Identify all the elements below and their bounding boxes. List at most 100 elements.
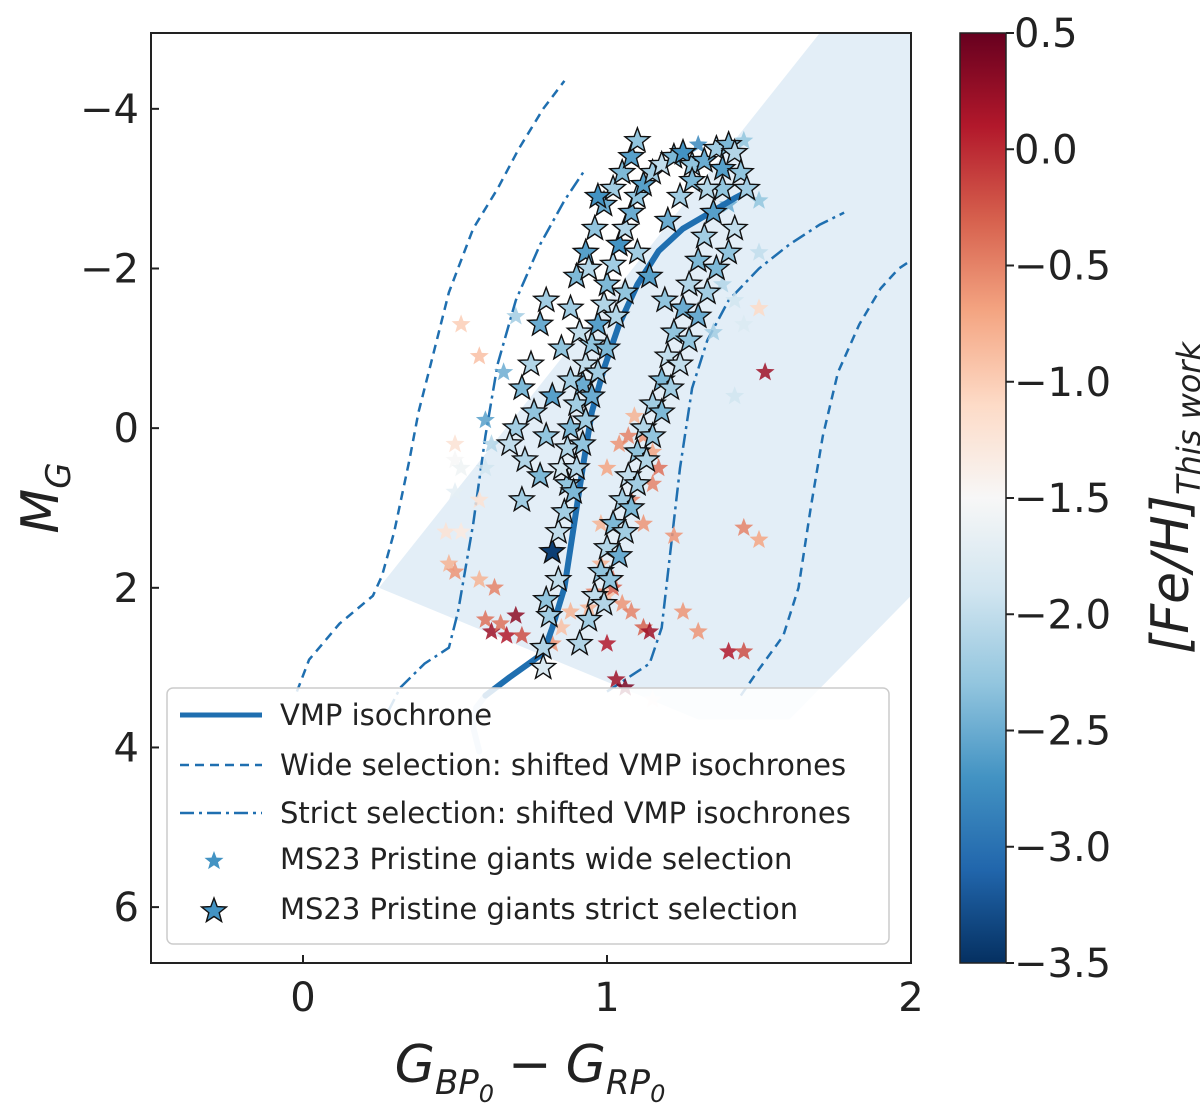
strict-star-62 [525, 460, 555, 489]
plot-area: 0 1 2 −4 −2 0 2 4 6 VMP isochrone Wide selectio… [11, 32, 924, 1107]
wide-star-23 [551, 617, 571, 636]
colorbar-tick-label-0: 0.5 [1014, 11, 1078, 57]
strict-star-99 [617, 492, 646, 521]
strict-star-60 [495, 429, 525, 457]
wide-star-39 [618, 426, 638, 445]
strict-star-96 [638, 421, 667, 449]
strict-star-88 [714, 237, 743, 265]
strict-star-65 [537, 381, 567, 409]
wide-star-36 [591, 513, 611, 532]
wide-star-70 [469, 490, 489, 509]
strict-star-33 [720, 137, 749, 165]
wide-star-14 [469, 569, 489, 588]
strict-star-87 [720, 213, 749, 241]
strict-star-67 [556, 293, 585, 321]
strict-star-22 [617, 197, 646, 225]
y-tick-label-4: 4 [114, 725, 139, 771]
colorbar-label: [Fe/H] [1141, 495, 1200, 654]
wide-star-18 [491, 613, 511, 632]
strict-star-100 [611, 516, 640, 545]
selection-region [379, 33, 911, 720]
strict-star-75 [623, 125, 652, 153]
wide-star-53 [734, 641, 754, 660]
strict-star-17 [589, 289, 619, 317]
strict-star-41 [653, 341, 683, 369]
strict-star-24 [629, 169, 658, 197]
strict-star-4 [544, 564, 573, 592]
wide-star-20 [506, 605, 526, 624]
strict-star-1 [528, 632, 558, 660]
strict-star-63 [507, 484, 537, 513]
legend-label-isochrone: VMP isochrone [280, 698, 492, 732]
wide-star-64 [688, 134, 708, 153]
wide-star-45 [634, 513, 653, 532]
strict-star-103 [589, 588, 619, 616]
wide-star-0 [451, 314, 471, 333]
wide-star-7 [445, 450, 465, 469]
wide-star-21 [512, 625, 532, 644]
strict-star-81 [665, 181, 695, 209]
plot-frame [150, 32, 912, 964]
strict-star-114 [562, 453, 591, 481]
wide-star-4 [475, 410, 495, 429]
wide-star-9 [445, 482, 465, 501]
strict-star-73 [607, 157, 637, 185]
legend-label-strict-stars: MS23 Pristine giants strict selection [280, 892, 798, 926]
strict-star-74 [617, 141, 646, 169]
strict-star-64 [531, 421, 561, 449]
colorbar-tick-label-6: −2.5 [1014, 709, 1111, 755]
wide-star-65 [749, 190, 769, 209]
y-tick-label-1: −2 [80, 246, 139, 292]
wide-curve-0 [295, 80, 566, 693]
legend-label-strict: Strict selection: shifted VMP isochrones [280, 796, 851, 830]
strict-star-76 [583, 181, 613, 209]
strict-star-106 [623, 237, 652, 265]
strict-star-56 [525, 309, 555, 337]
strict-star-112 [571, 405, 601, 433]
strict-star-105 [635, 261, 664, 289]
colorbar-tick-label-3: −1.0 [1014, 360, 1111, 406]
wide-star-56 [749, 298, 769, 317]
legend-label-wide: Wide selection: shifted VMP isochrones [280, 748, 846, 782]
ylabel-m: M [11, 489, 71, 534]
wide-star-15 [485, 577, 504, 596]
strict-star-85 [726, 157, 755, 185]
svg-text:MG: MG [11, 462, 79, 533]
strict-star-90 [693, 277, 722, 305]
strict-star-78 [565, 317, 594, 345]
wide-star-52 [719, 641, 739, 660]
xlabel-minus: − [508, 1035, 552, 1095]
strict-star-19 [598, 249, 628, 277]
y-tick-label-5: 6 [114, 885, 139, 931]
strict-star-113 [568, 429, 597, 457]
xlabel-rp: RP [606, 1063, 651, 1103]
colorbar-tick-label-5: −2.0 [1014, 592, 1111, 638]
strict-curve-0 [386, 168, 587, 713]
strict-star-111 [577, 381, 607, 409]
colorbar-tick-label-8: −3.5 [1014, 941, 1111, 987]
colorbar-label-sub: This work [1170, 340, 1200, 494]
wide-star-69 [475, 458, 495, 477]
legend-strict-star [199, 895, 229, 924]
x-tick-label-0: 0 [290, 975, 315, 1021]
x-axis-label: GBP0− GRP0 [395, 1035, 666, 1107]
strict-star-69 [571, 237, 601, 265]
strict-star-83 [693, 173, 722, 201]
strict-star-35 [699, 197, 728, 225]
strict-star-2 [535, 600, 564, 628]
strict-star-53 [565, 628, 594, 656]
strict-star-77 [574, 253, 603, 281]
wide-star-5 [482, 434, 501, 453]
strict-star-21 [611, 213, 640, 241]
wide-star-54 [734, 517, 754, 536]
strict-star-93 [665, 349, 695, 377]
wide-star-67 [713, 274, 732, 293]
strict-star-18 [592, 269, 622, 297]
strict-star-97 [632, 445, 661, 473]
strict-star-20 [604, 229, 634, 257]
y-tick-label-0: −4 [80, 87, 139, 133]
colorbar-tick-label-2: −0.5 [1014, 244, 1111, 290]
wide-star-16 [475, 609, 495, 628]
strict-star-109 [592, 333, 622, 361]
y-tick-label-3: 2 [114, 566, 139, 612]
